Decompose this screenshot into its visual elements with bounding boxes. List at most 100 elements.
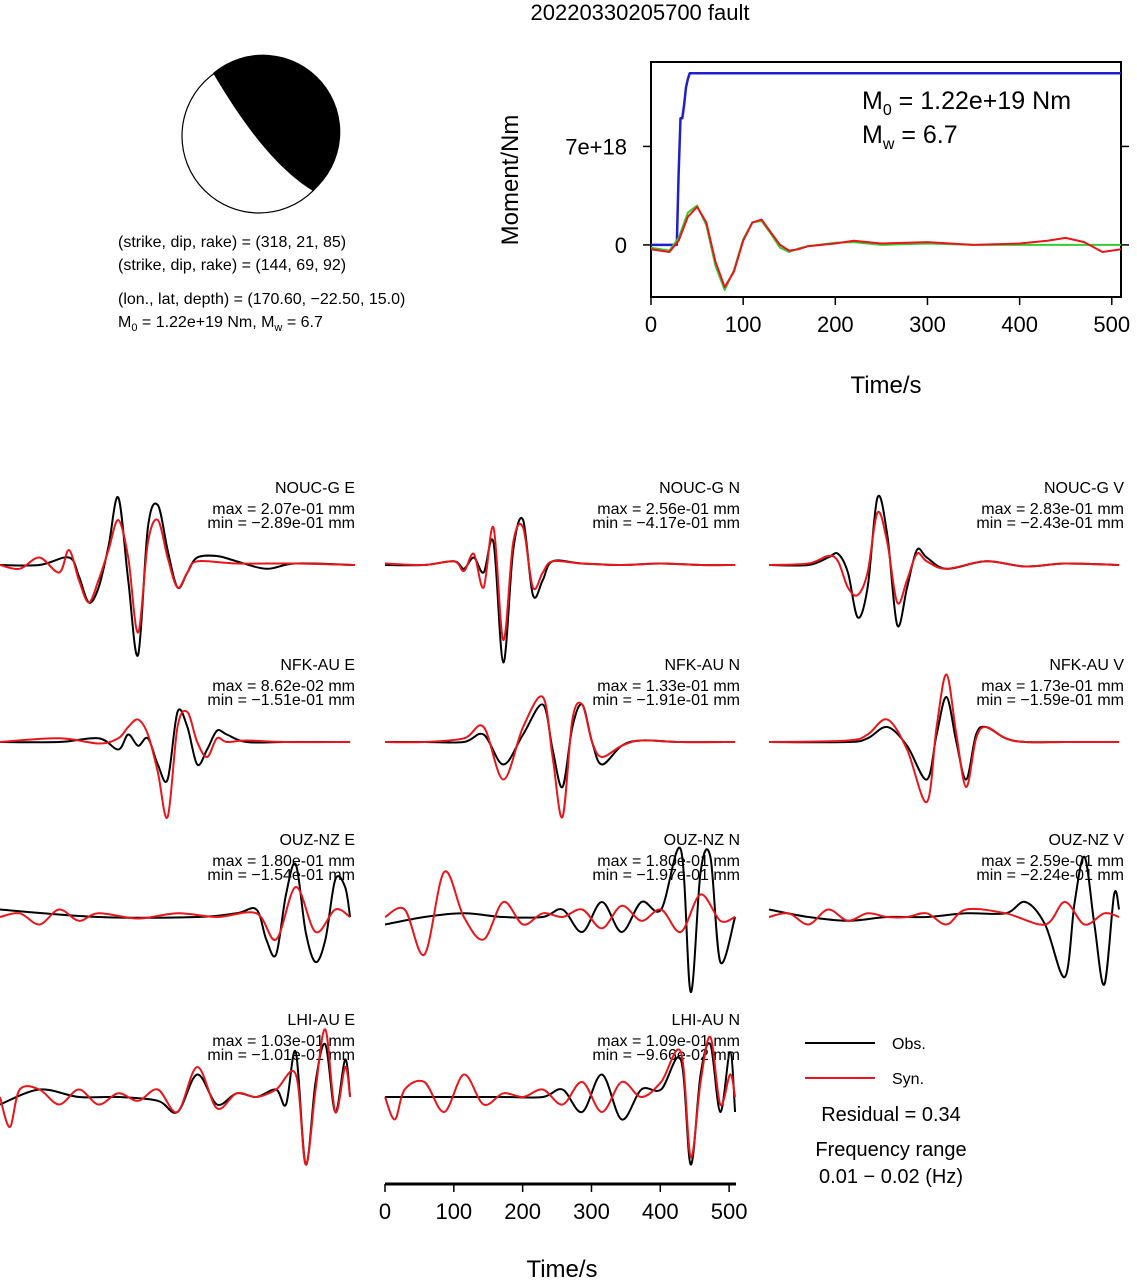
trace-min-label: min = −2.24e-01 mm [976, 867, 1124, 884]
moment-x-tick-label: 400 [1001, 312, 1038, 337]
moment-x-axis-label: Time/s [850, 372, 921, 399]
moment-x-tick-label: 200 [817, 312, 854, 337]
trace-synthetic [384, 523, 736, 642]
moment-series [650, 72, 1122, 291]
moment-axes: 0 100 200 300 400 500 0 7e+18 [565, 134, 1130, 337]
trace-observed [0, 1042, 352, 1166]
moment-x-tick-label: 500 [1093, 312, 1130, 337]
trace-station-label: NOUC-G E [275, 480, 355, 497]
trace-station-label: NFK-AU V [1049, 657, 1124, 674]
mechanism-line-4: M0 = 1.22e+19 Nm, Mw = 6.7 [118, 314, 323, 334]
waveform-time-axis: 0 100 200 300 400 500 [379, 1182, 748, 1224]
trace-synthetic [384, 695, 736, 819]
moment-x-tick-label: 100 [725, 312, 762, 337]
trace-station-label: NFK-AU E [280, 657, 355, 674]
trace-min-label: min = −1.59e-01 mm [976, 692, 1124, 709]
trace-min-label: min = −1.91e-01 mm [592, 692, 740, 709]
trace-station-label: NFK-AU N [664, 657, 740, 674]
moment-y-tick-label: 0 [615, 233, 627, 258]
trace-min-label: min = −1.97e-01 mm [592, 867, 740, 884]
frequency-range-value: 0.01 − 0.02 (Hz) [819, 1166, 963, 1188]
moment-plot-frame [650, 61, 1122, 298]
trace-observed [768, 855, 1121, 986]
legend-obs-label: Obs. [892, 1036, 926, 1053]
waveform-x-tick-label: 500 [711, 1199, 748, 1224]
moment-x-tick-label: 0 [645, 312, 657, 337]
trace-max-label: max = 2.56e-01 mm [597, 501, 740, 518]
moment-series-blue [651, 72, 1121, 247]
trace-min-label: min = −9.66e-02 mm [592, 1047, 740, 1064]
beachball-compression [213, 54, 341, 191]
trace-station-label: NOUC-G V [1044, 480, 1124, 497]
trace-synthetic [768, 510, 1120, 605]
waveform-x-tick-label: 300 [573, 1199, 610, 1224]
trace-max-label: max = 1.03e-01 mm [212, 1033, 355, 1050]
trace-min-label: min = −1.51e-01 mm [207, 692, 355, 709]
trace-observed [768, 695, 1120, 781]
trace-station-label: LHI-AU E [287, 1012, 355, 1029]
moment-y-axis-label: Moment/Nm [497, 115, 524, 246]
trace-min-label: min = −4.17e-01 mm [592, 515, 740, 532]
trace-max-label: max = 1.80e-01 mm [212, 853, 355, 870]
trace-station-label: OUZ-NZ N [664, 832, 740, 849]
mechanism-line-3: (lon., lat, depth) = (170.60, −22.50, 15… [118, 291, 405, 308]
trace-synthetic [0, 518, 356, 634]
trace-station-label: OUZ-NZ V [1048, 832, 1124, 849]
trace-synthetic [768, 900, 1120, 926]
trace-max-label: max = 2.07e-01 mm [212, 501, 355, 518]
waveform-x-tick-label: 100 [435, 1199, 472, 1224]
trace-observed [0, 862, 352, 964]
moment-y-tick-label: 7e+18 [565, 134, 627, 159]
trace-synthetic [0, 885, 351, 941]
trace-observed [384, 703, 736, 789]
trace-min-label: min = −2.89e-01 mm [207, 515, 355, 532]
trace-max-label: max = 1.33e-01 mm [597, 678, 740, 695]
trace-observed [384, 846, 737, 994]
legend: Obs. Syn. [805, 1036, 926, 1088]
moment-series-red [650, 205, 1122, 289]
trace-synthetic [768, 673, 1120, 804]
trace-min-label: min = −1.54e-01 mm [207, 867, 355, 884]
trace-synthetic [384, 870, 736, 956]
mechanism-line-2: (strike, dip, rake) = (144, 69, 92) [118, 257, 346, 274]
trace-max-label: max = 1.09e-01 mm [597, 1033, 740, 1050]
trace-max-label: max = 2.83e-01 mm [981, 501, 1124, 518]
trace-max-label: max = 2.59e-01 mm [981, 853, 1124, 870]
trace-synthetic [0, 709, 351, 819]
trace-station-label: LHI-AU N [672, 1012, 740, 1029]
figure-title: 20220330205700 fault [531, 0, 750, 25]
moment-mw-label: Mw = 6.7 [862, 121, 958, 153]
trace-min-label: min = −1.01e-01 mm [207, 1047, 355, 1064]
moment-x-tick-label: 300 [909, 312, 946, 337]
residual-text: Residual = 0.34 [821, 1104, 961, 1126]
waveform-x-tick-label: 200 [504, 1199, 541, 1224]
trace-station-label: NOUC-G N [659, 480, 740, 497]
trace-min-label: min = −2.43e-01 mm [976, 515, 1124, 532]
trace-synthetic [0, 1028, 352, 1166]
trace-max-label: max = 1.73e-01 mm [981, 678, 1124, 695]
waveform-x-tick-label: 400 [642, 1199, 679, 1224]
mechanism-line-1: (strike, dip, rake) = (318, 21, 85) [118, 234, 346, 251]
waveform-x-tick-label: 0 [379, 1199, 391, 1224]
waveform-x-axis-label: Time/s [526, 1256, 597, 1281]
trace-synthetic [384, 1035, 737, 1159]
trace-observed [384, 517, 736, 664]
frequency-range-label: Frequency range [815, 1139, 966, 1161]
trace-max-label: max = 8.62e-02 mm [212, 678, 355, 695]
trace-observed [385, 1042, 737, 1166]
trace-max-label: max = 1.80e-01 mm [597, 853, 740, 870]
beachball [181, 54, 341, 214]
